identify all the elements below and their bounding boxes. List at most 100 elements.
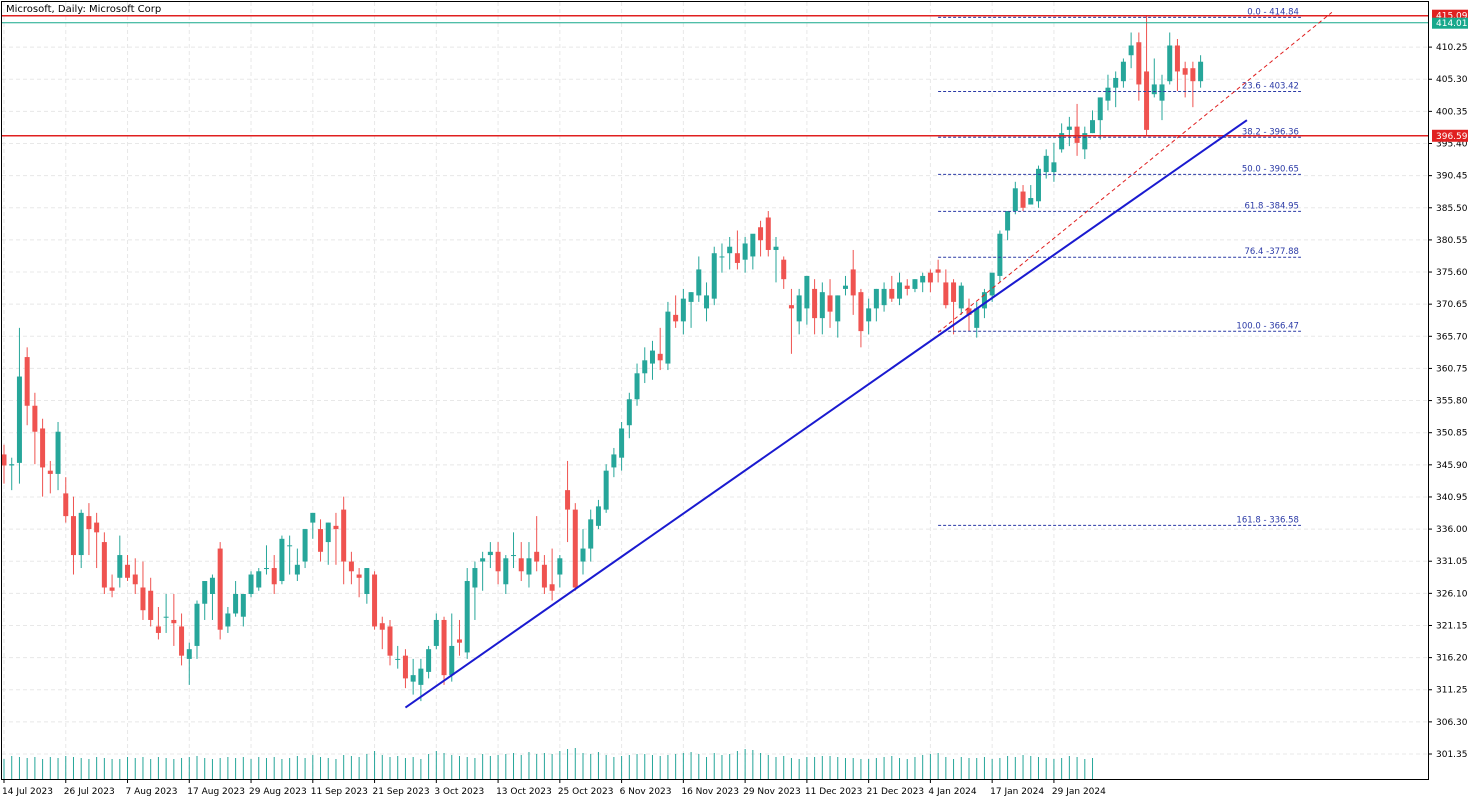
candle-body xyxy=(680,298,686,322)
candle-body xyxy=(788,305,794,309)
y-tick-label: 365.70 xyxy=(1436,332,1468,342)
candle-body xyxy=(140,587,146,611)
candle-body xyxy=(642,360,648,374)
candle-body xyxy=(935,269,941,273)
candle-body xyxy=(341,509,347,562)
x-tick-label: 13 Oct 2023 xyxy=(496,787,552,797)
candle-body xyxy=(364,568,370,594)
candle-body xyxy=(758,227,764,241)
candle-body xyxy=(734,253,740,263)
y-tick-label: 405.30 xyxy=(1436,75,1468,85)
candle-body xyxy=(580,548,586,562)
plot-frame xyxy=(1,1,1429,780)
candle-body xyxy=(256,571,262,588)
x-tick-label: 21 Sep 2023 xyxy=(373,787,430,797)
candle-body xyxy=(16,376,22,463)
candle-body xyxy=(356,574,362,578)
y-tick-label: 410.25 xyxy=(1436,43,1468,53)
y-tick-label: 385.50 xyxy=(1436,204,1468,214)
candle-body xyxy=(588,519,594,549)
candle-body xyxy=(1190,68,1196,82)
candle-body xyxy=(1151,84,1157,95)
candle-body xyxy=(1198,61,1204,82)
trendline xyxy=(404,119,1248,709)
candle-body xyxy=(727,246,733,254)
candle-body xyxy=(534,551,540,562)
candle-body xyxy=(402,655,408,679)
price-tag-label: 396.59 xyxy=(1436,132,1468,142)
candle-body xyxy=(511,555,517,557)
candle-body xyxy=(974,308,980,328)
candle-body xyxy=(1174,45,1180,72)
candle-body xyxy=(812,288,818,319)
candle-body xyxy=(711,253,717,299)
y-tick-label: 321.15 xyxy=(1436,621,1468,631)
y-tick-label: 316.20 xyxy=(1436,654,1468,664)
candle-body xyxy=(765,217,771,250)
candle-body xyxy=(781,259,787,280)
y-tick-label: 355.80 xyxy=(1436,397,1468,407)
candle-body xyxy=(951,282,957,302)
candle-body xyxy=(125,564,131,578)
candle-body xyxy=(410,675,416,682)
x-axis: 14 Jul 2023 26 Jul 2023 7 Aug 2023 17 Aug 2… xyxy=(2,779,1106,797)
price-tag-label: 415.09 xyxy=(1436,12,1468,22)
candle-body xyxy=(966,308,972,315)
candle-body xyxy=(719,256,725,258)
candle-body xyxy=(78,512,84,556)
candle-body xyxy=(318,529,324,552)
y-tick-label: 326.10 xyxy=(1436,589,1468,599)
x-tick-label: 4 Jan 2024 xyxy=(928,787,976,797)
fib-level-label: 0.0 - 414.84 xyxy=(1247,7,1299,17)
y-tick-label: 370.65 xyxy=(1436,300,1468,310)
candle-body xyxy=(873,288,879,309)
drawn-lines xyxy=(2,11,1428,709)
volume-bars xyxy=(3,748,1094,779)
candle-body xyxy=(572,509,578,588)
x-tick-label: 14 Jul 2023 xyxy=(2,787,53,797)
candle-body xyxy=(325,522,331,543)
candle-body xyxy=(1182,68,1188,75)
fib-level-label: 50.0 - 390.65 xyxy=(1242,164,1299,174)
candle-body xyxy=(1,454,7,466)
candle-body xyxy=(842,285,848,289)
candle-body xyxy=(1074,126,1080,143)
fib-level-label: 161.8 - 336.58 xyxy=(1236,515,1299,525)
candle-body xyxy=(1136,42,1142,85)
current-price-tag-label: 414.01 xyxy=(1436,19,1468,29)
candle-body xyxy=(1167,45,1173,82)
y-tick-label: 301.35 xyxy=(1436,750,1468,760)
candle-body xyxy=(518,558,524,572)
candle-body xyxy=(163,616,169,618)
candle-body xyxy=(94,522,100,533)
candle-body xyxy=(1113,77,1119,88)
candle-body xyxy=(1020,191,1026,208)
candle-body xyxy=(773,246,779,250)
fib-level-label: 76.4 -377.88 xyxy=(1245,247,1299,257)
candle-body xyxy=(626,399,632,426)
candle-body xyxy=(981,292,987,309)
candle-body xyxy=(565,490,571,510)
candle-body xyxy=(1005,211,1011,231)
candle-body xyxy=(619,428,625,458)
candle-body xyxy=(32,405,38,432)
candle-body xyxy=(495,551,501,572)
x-tick-label: 11 Sep 2023 xyxy=(311,787,368,797)
y-tick-label: 336.00 xyxy=(1436,525,1468,535)
candle-body xyxy=(742,243,748,260)
candle-body xyxy=(171,619,177,624)
candle-body xyxy=(665,311,671,364)
x-tick-label: 26 Jul 2023 xyxy=(64,787,115,797)
candle-body xyxy=(186,649,192,659)
candle-body xyxy=(480,558,486,562)
candle-body xyxy=(603,470,609,510)
candle-body xyxy=(1059,133,1065,150)
candle-body xyxy=(750,233,756,257)
candle-body xyxy=(1012,188,1018,212)
fib-level-label: 38.2 - 396.36 xyxy=(1242,127,1299,137)
candle-body xyxy=(233,594,239,614)
x-tick-label: 21 Dec 2023 xyxy=(867,787,925,797)
candle-body xyxy=(1128,45,1134,56)
